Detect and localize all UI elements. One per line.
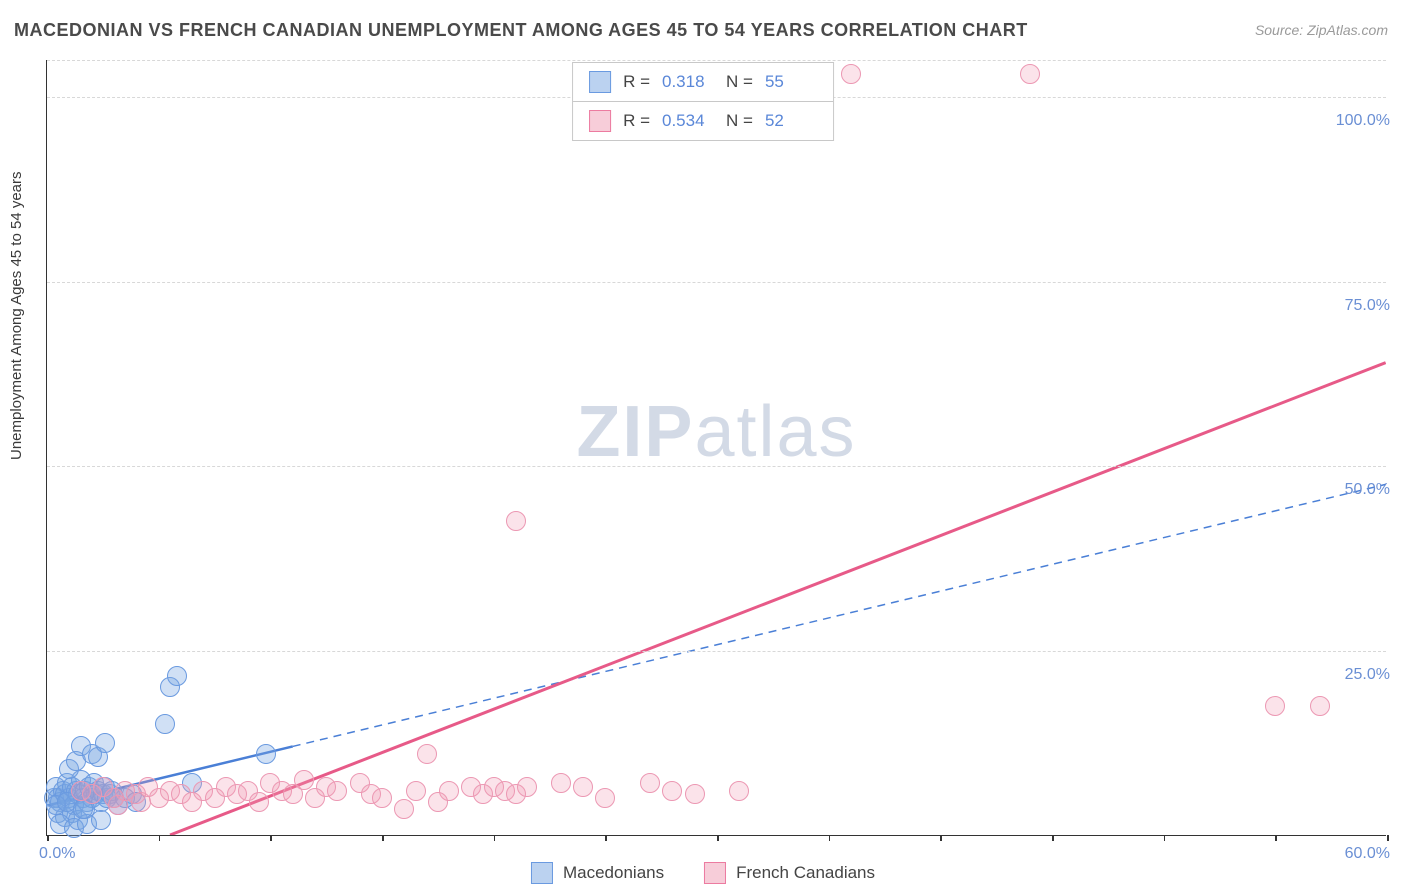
grid-line [47, 466, 1386, 467]
trend-lines-layer [47, 60, 1386, 835]
scatter-point [506, 511, 526, 531]
scatter-point [417, 744, 437, 764]
scatter-point [517, 777, 537, 797]
scatter-point [249, 792, 269, 812]
scatter-point [394, 799, 414, 819]
x-tick-mark [605, 835, 607, 841]
x-tick-mark [717, 835, 719, 841]
x-tick-mark [494, 835, 496, 841]
scatter-point [595, 788, 615, 808]
scatter-point [91, 810, 111, 830]
watermark-bold: ZIP [576, 392, 694, 472]
scatter-plot-area: ZIPatlas 25.0%50.0%75.0%100.0%0.0%60.0% [46, 60, 1386, 836]
y-tick-label: 75.0% [1345, 297, 1390, 315]
grid-line [47, 60, 1386, 61]
scatter-point [131, 792, 151, 812]
scatter-point [108, 795, 128, 815]
y-tick-label: 100.0% [1336, 112, 1390, 130]
x-tick-mark [47, 835, 49, 841]
watermark-text: ZIPatlas [576, 391, 856, 473]
scatter-point [685, 784, 705, 804]
stat-r-label: R = [623, 111, 650, 131]
scatter-point [439, 781, 459, 801]
legend-swatch [704, 862, 726, 884]
scatter-point [406, 781, 426, 801]
scatter-point [95, 733, 115, 753]
x-tick-mark [829, 835, 831, 841]
scatter-point [372, 788, 392, 808]
scatter-point [294, 770, 314, 790]
scatter-point [1310, 696, 1330, 716]
scatter-point [167, 666, 187, 686]
x-tick-mark [1275, 835, 1277, 841]
x-tick-mark [159, 835, 161, 841]
y-axis-label: Unemployment Among Ages 45 to 54 years [8, 171, 25, 460]
legend-item: Macedonians [531, 862, 664, 884]
legend-label: Macedonians [563, 863, 664, 883]
trend-line-solid [170, 363, 1386, 835]
scatter-point [327, 781, 347, 801]
x-tick-mark [1052, 835, 1054, 841]
y-tick-label: 25.0% [1345, 666, 1390, 684]
x-tick-mark [270, 835, 272, 841]
scatter-point [662, 781, 682, 801]
stat-r-label: R = [623, 72, 650, 92]
source-attribution: Source: ZipAtlas.com [1255, 22, 1388, 38]
x-tick-mark [1164, 835, 1166, 841]
x-tick-mark [382, 835, 384, 841]
scatter-point [155, 714, 175, 734]
scatter-point [1020, 64, 1040, 84]
scatter-point [256, 744, 276, 764]
legend: Macedonians French Canadians [531, 862, 875, 884]
trend-line-dashed [293, 484, 1386, 746]
series-swatch [589, 110, 611, 132]
stats-row: R = 0.318 N = 55 [573, 63, 833, 101]
stat-n-value: 52 [765, 111, 817, 131]
x-tick-label-min: 0.0% [39, 845, 75, 863]
y-tick-label: 50.0% [1345, 481, 1390, 499]
scatter-point [729, 781, 749, 801]
series-swatch [589, 71, 611, 93]
grid-line [47, 651, 1386, 652]
stat-r-value: 0.318 [662, 72, 714, 92]
grid-line [47, 282, 1386, 283]
scatter-point [1265, 696, 1285, 716]
stat-n-value: 55 [765, 72, 817, 92]
x-tick-mark [940, 835, 942, 841]
stat-n-label: N = [726, 72, 753, 92]
stats-row: R = 0.534 N = 52 [573, 101, 833, 140]
scatter-point [841, 64, 861, 84]
legend-swatch [531, 862, 553, 884]
stat-r-value: 0.534 [662, 111, 714, 131]
correlation-stats-box: R = 0.318 N = 55 R = 0.534 N = 52 [572, 62, 834, 141]
x-tick-mark [1387, 835, 1389, 841]
legend-label: French Canadians [736, 863, 875, 883]
chart-title: MACEDONIAN VS FRENCH CANADIAN UNEMPLOYME… [14, 20, 1028, 41]
stat-n-label: N = [726, 111, 753, 131]
watermark-rest: atlas [694, 392, 856, 472]
scatter-point [551, 773, 571, 793]
legend-item: French Canadians [704, 862, 875, 884]
scatter-point [640, 773, 660, 793]
scatter-point [573, 777, 593, 797]
x-tick-label-max: 60.0% [1345, 845, 1390, 863]
